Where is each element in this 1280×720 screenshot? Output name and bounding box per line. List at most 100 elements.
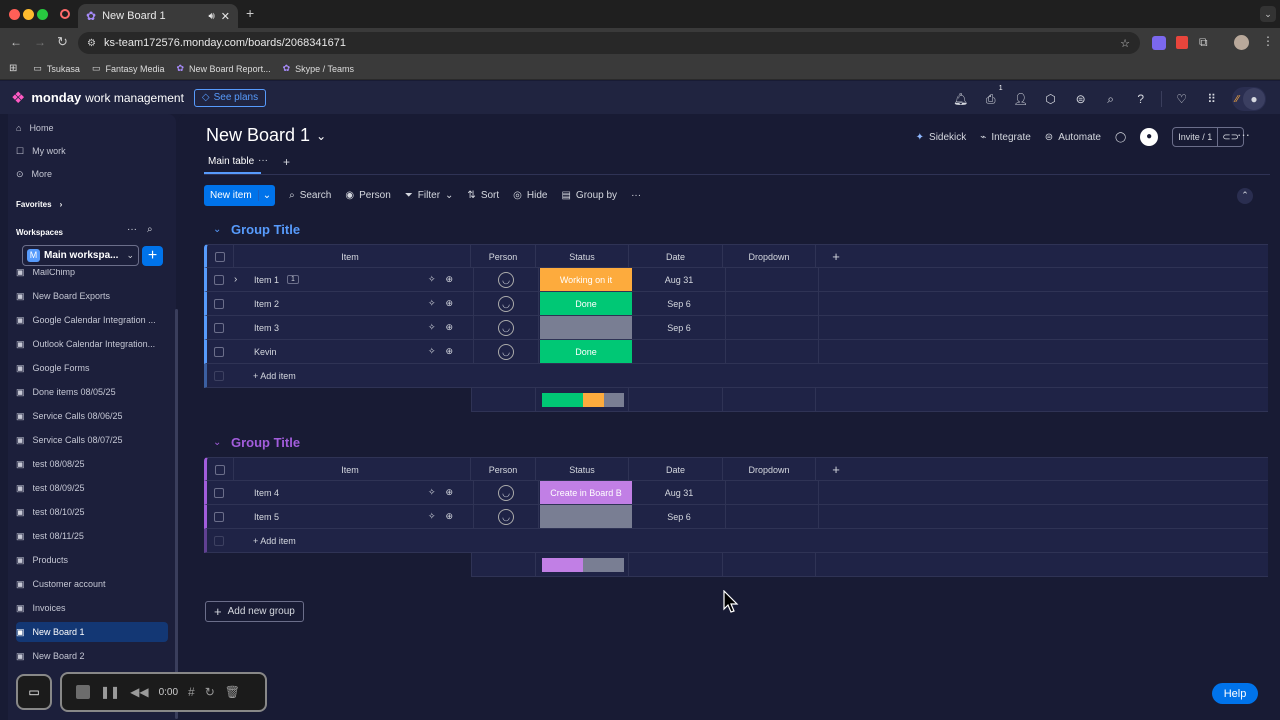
date-cell[interactable]: Sep 6	[633, 316, 726, 339]
board-title-wrapper[interactable]: New Board 1 ⌄	[206, 125, 326, 146]
workspace-search-icon[interactable]: ⌕	[147, 224, 153, 235]
sidebar-board-item[interactable]: ▣ Customer account	[16, 578, 106, 590]
integrate-button[interactable]: ⌁ Integrate	[980, 131, 1031, 143]
add-update-icon[interactable]: ⊕	[445, 322, 454, 332]
date-cell[interactable]: Aug 31	[633, 268, 726, 291]
favorites-section[interactable]: Favorites ›	[16, 199, 63, 209]
select-all-checkbox[interactable]	[215, 464, 225, 475]
add-item-button[interactable]: + Add item	[253, 535, 296, 546]
updates-chat-icon[interactable]: ◯	[1115, 131, 1127, 143]
browser-menu-icon[interactable]: ⋮	[1262, 34, 1274, 48]
select-all-checkbox[interactable]	[215, 251, 225, 262]
status-cell[interactable]: Working on it	[540, 268, 632, 291]
search-icon[interactable]: ⌕	[1107, 91, 1115, 106]
sidebar-board-item[interactable]: ▣ New Board Exports	[16, 290, 111, 302]
pause-icon[interactable]: ❚❚	[100, 685, 121, 699]
sidebar-scrollbar[interactable]	[175, 309, 178, 719]
status-summary-bar[interactable]	[542, 558, 624, 572]
sidekick-button[interactable]: ✦ Sidekick	[915, 131, 967, 143]
address-bar[interactable]: ⚙ ks-team172576.monday.com/boards/206834…	[78, 32, 1140, 54]
status-cell[interactable]	[540, 316, 632, 339]
add-update-icon[interactable]: ⊕	[445, 298, 454, 308]
date-cell[interactable]: Sep 6	[633, 292, 726, 315]
trash-icon[interactable]: 🗑︎	[224, 685, 241, 699]
workspace-options-icon[interactable]: ···	[127, 224, 137, 235]
bookmark-skype-teams[interactable]: ✿ Skype / Teams	[282, 63, 354, 74]
item-name[interactable]: Item 3	[254, 322, 280, 333]
search-button[interactable]: ⌕ Search	[289, 190, 332, 201]
site-info-icon[interactable]: ⚙	[87, 37, 96, 49]
column-header-item[interactable]: Item	[230, 458, 471, 481]
toolbar-more-icon[interactable]: ···	[631, 190, 642, 201]
group-title[interactable]: Group Title	[231, 435, 301, 450]
bookmark-fantasy-media[interactable]: ▭ Fantasy Media	[91, 63, 165, 74]
dropdown-cell[interactable]	[726, 316, 819, 339]
board-title[interactable]: New Board 1	[206, 125, 311, 145]
sidebar-board-item[interactable]: ▣ Products	[16, 554, 69, 566]
ai-robot-icon[interactable]: ⊜	[1075, 92, 1086, 106]
add-new-group-button[interactable]: + Add new group	[205, 601, 304, 622]
ai-sparkle-icon[interactable]: ✧	[427, 274, 436, 284]
column-header-date[interactable]: Date	[629, 458, 723, 481]
expand-subitems-icon[interactable]: ›	[234, 274, 238, 285]
dropdown-cell[interactable]	[726, 481, 819, 504]
board-owner-avatar[interactable]: ●	[1140, 128, 1159, 146]
table-row[interactable]: Kevin ✧ ⊕ ◡ Done	[204, 340, 1268, 364]
board-menu-icon[interactable]: ···	[1237, 127, 1250, 142]
collapse-group-icon[interactable]: ⌄	[213, 224, 222, 235]
item-name-cell[interactable]: › Item 1 1	[230, 268, 408, 291]
person-cell[interactable]: ◡	[474, 268, 539, 291]
item-name[interactable]: Item 1	[254, 274, 280, 285]
sidebar-board-item[interactable]: ▣ Invoices	[16, 602, 66, 614]
dropdown-cell[interactable]	[726, 292, 819, 315]
item-name-cell[interactable]: Item 4	[230, 481, 408, 504]
workspace-selector[interactable]: M Main workspa... ⌄	[22, 245, 139, 266]
column-header-status[interactable]: Status	[536, 245, 629, 268]
row-checkbox[interactable]	[213, 322, 224, 333]
column-header-dropdown[interactable]: Dropdown	[723, 245, 816, 268]
item-name-cell[interactable]: Item 2	[230, 292, 408, 315]
table-row[interactable]: Item 3 ✧ ⊕ ◡ Sep 6	[204, 316, 1268, 340]
status-cell[interactable]: Create in Board B	[540, 481, 632, 504]
column-header-person[interactable]: Person	[471, 458, 536, 481]
sidebar-board-item[interactable]: ▣ MailChimp	[16, 266, 76, 277]
collapse-header-icon[interactable]: ⌃	[1237, 188, 1253, 204]
item-name[interactable]: Kevin	[254, 346, 277, 357]
person-cell[interactable]: ◡	[474, 316, 539, 339]
add-item-button[interactable]: + Add item	[253, 370, 296, 381]
browser-tab[interactable]: ✿ New Board 1 🔊︎ ✕	[78, 4, 238, 28]
table-row[interactable]: › Item 1 1 ✧ ⊕ ◡ Working on it Aug 31	[204, 268, 1268, 292]
dropdown-cell[interactable]	[726, 268, 819, 291]
column-header-date[interactable]: Date	[629, 245, 723, 268]
invite-members-icon[interactable]: 👤︎	[1013, 92, 1029, 106]
collapse-group-icon[interactable]: ⌄	[213, 437, 222, 448]
apps-marketplace-icon[interactable]: ⬡	[1045, 92, 1056, 106]
column-header-item[interactable]: Item	[230, 245, 471, 268]
new-tab-button[interactable]: +	[246, 5, 255, 21]
grid-icon[interactable]: #	[188, 685, 195, 699]
column-header-person[interactable]: Person	[471, 245, 536, 268]
person-cell[interactable]: ◡	[474, 340, 539, 363]
item-name[interactable]: Item 5	[254, 511, 280, 522]
row-checkbox[interactable]	[213, 487, 224, 498]
group-by-button[interactable]: ▤ Group by	[561, 190, 618, 201]
help-icon[interactable]: ?	[1137, 92, 1144, 106]
add-update-icon[interactable]: ⊕	[445, 346, 454, 356]
ai-sparkle-icon[interactable]: ✧	[427, 298, 436, 308]
sidebar-item-my-work[interactable]: ☐ My work	[16, 145, 66, 157]
hide-button[interactable]: ◎ Hide	[513, 190, 548, 201]
profile-avatar[interactable]	[1234, 35, 1249, 50]
camera-toggle-button[interactable]: ▭	[16, 674, 52, 710]
person-cell[interactable]: ◡	[474, 481, 539, 504]
sidebar-item-home[interactable]: ⌂ Home	[16, 123, 54, 133]
sidebar-board-item[interactable]: ▣ test 08/08/25	[16, 458, 85, 470]
table-row[interactable]: Item 4 ✧ ⊕ ◡ Create in Board B Aug 31	[204, 481, 1268, 505]
see-plans-button[interactable]: ◇ See plans	[193, 88, 267, 107]
add-update-icon[interactable]: ⊕	[445, 487, 454, 497]
row-checkbox[interactable]	[213, 346, 224, 357]
item-name[interactable]: Item 2	[254, 298, 280, 309]
add-update-icon[interactable]: ⊕	[445, 274, 454, 284]
status-cell[interactable]: Done	[540, 292, 632, 315]
reload-icon[interactable]: ↻	[57, 34, 68, 49]
automate-button[interactable]: ⊜ Automate	[1044, 131, 1101, 143]
